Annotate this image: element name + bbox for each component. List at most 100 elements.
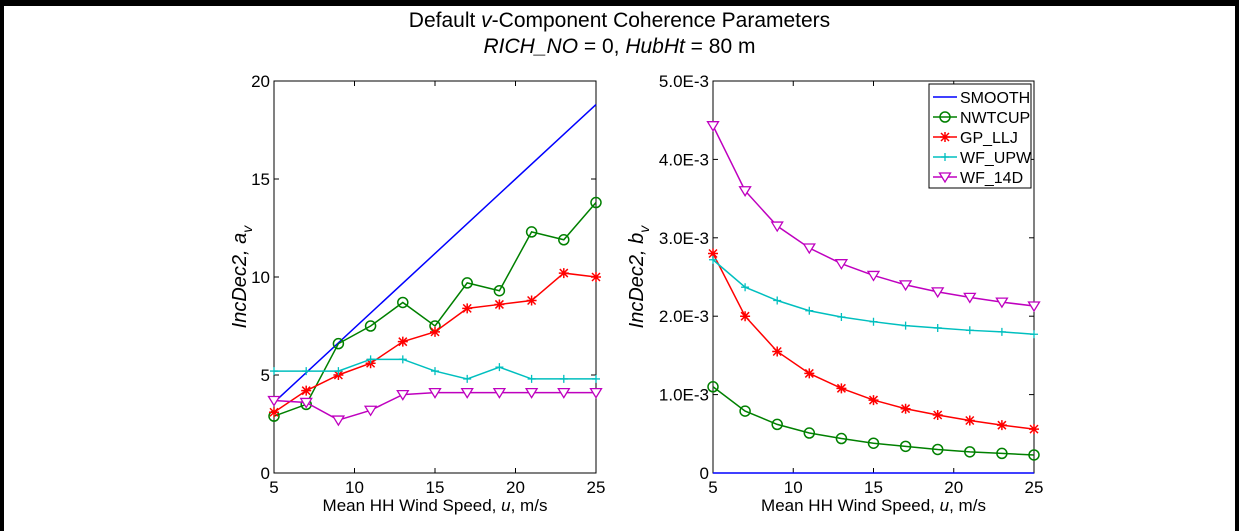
data-point — [558, 234, 570, 246]
x-tick-label: 25 — [1025, 478, 1044, 497]
y-axis-label: IncDec2, bv — [626, 225, 652, 329]
data-point — [430, 326, 440, 337]
label-text-part: u — [501, 496, 511, 515]
x-tick-label: 10 — [784, 478, 803, 497]
legend-entry: WF_14D — [933, 170, 1023, 187]
data-point — [836, 383, 847, 394]
data-point — [996, 420, 1007, 431]
data-point — [334, 367, 343, 376]
data-point — [267, 395, 281, 407]
label-text-part: , m/s — [511, 496, 548, 515]
y-tick-label: 20 — [251, 72, 270, 91]
data-point — [901, 321, 910, 330]
data-point — [803, 427, 816, 439]
data-point — [707, 381, 719, 393]
y-tick-label: 0 — [700, 464, 709, 483]
data-point — [965, 326, 974, 335]
x-tick-label: 20 — [506, 478, 525, 497]
legend-label: SMOOTH — [960, 90, 1030, 107]
data-point — [1029, 424, 1039, 435]
data-point — [331, 415, 346, 427]
data-point — [706, 121, 720, 132]
data-point — [527, 374, 536, 383]
y-axis-label: IncDec2, av — [229, 225, 255, 329]
label-text-part: v — [239, 225, 255, 233]
data-point — [837, 312, 846, 321]
left-plot-area — [273, 80, 597, 474]
data-point — [1028, 449, 1040, 461]
right-chart: 5 10 15 20 25 0 1.0E-3 2.0E-3 3.0E-3 4.0E-3 5.0E-3… — [626, 72, 1043, 515]
data-point — [460, 387, 474, 399]
data-point — [590, 196, 602, 209]
data-point — [269, 407, 279, 418]
legend-entry: WF_UPW — [933, 150, 1032, 167]
data-point — [302, 367, 311, 376]
figure-title: Default v-Component Coherence Parameters — [0, 8, 1239, 34]
label-text-part: IncDec2, b — [626, 233, 648, 329]
data-point — [931, 287, 945, 299]
data-point — [525, 226, 538, 238]
data-point — [997, 327, 1006, 336]
data-point — [270, 367, 278, 376]
series-wf-14d — [267, 387, 603, 427]
data-point — [495, 363, 504, 372]
label-text-part: , m/s — [949, 496, 986, 515]
figure-title-block: Default v-Component Coherence Parameters… — [0, 8, 1239, 60]
legend-label: WF_14D — [960, 170, 1023, 187]
figure-subtitle: RICH_NO = 0, HubHt = 80 m — [0, 34, 1239, 60]
label-text-part: u — [940, 496, 950, 515]
data-point — [898, 280, 913, 292]
series-line — [273, 202, 597, 417]
data-point — [741, 283, 750, 292]
data-point — [301, 385, 312, 396]
data-point — [770, 221, 784, 233]
title-text-part: -Component Coherence Parameters — [491, 9, 831, 32]
data-point — [364, 320, 377, 332]
data-point — [869, 317, 878, 326]
series-line — [273, 103, 597, 403]
series-gp-llj — [708, 248, 1039, 435]
series-wf-upw — [270, 355, 600, 383]
data-point — [964, 415, 975, 426]
data-point — [492, 387, 507, 399]
title-text-part: HubHt — [625, 35, 685, 58]
data-point — [868, 395, 879, 406]
data-point — [431, 367, 439, 376]
title-text-part: v — [481, 9, 492, 32]
data-point — [397, 336, 408, 347]
y-tick-label: 0 — [261, 464, 270, 483]
data-point — [771, 418, 783, 431]
y-tick-label: 2.0E-3 — [659, 307, 709, 326]
data-point — [739, 405, 751, 417]
label-text-part: v — [636, 225, 652, 233]
data-point — [1030, 330, 1038, 339]
data-point — [709, 255, 717, 264]
data-point — [995, 297, 1009, 309]
data-point — [867, 437, 880, 449]
data-point — [558, 268, 569, 279]
data-point — [708, 248, 718, 259]
data-point — [332, 337, 345, 350]
data-point — [834, 259, 849, 270]
data-point — [462, 303, 473, 314]
x-tick-label: 25 — [587, 478, 606, 497]
x-tick-label: 15 — [864, 478, 883, 497]
data-point — [802, 243, 816, 255]
data-point — [1027, 301, 1041, 313]
data-point — [900, 403, 911, 414]
data-point — [932, 409, 943, 420]
data-point — [526, 295, 537, 306]
data-point — [396, 389, 410, 401]
data-point — [494, 299, 505, 310]
data-point — [738, 186, 752, 198]
legend-marker — [938, 172, 952, 184]
legend-label: NWTCUP — [960, 110, 1030, 127]
legend-marker — [940, 132, 950, 142]
y-tick-label: 15 — [251, 170, 270, 189]
data-point — [899, 440, 912, 453]
series-line — [712, 386, 1035, 456]
title-text-part: RICH_NO — [483, 35, 579, 58]
data-point — [428, 387, 442, 399]
data-point — [931, 443, 944, 456]
